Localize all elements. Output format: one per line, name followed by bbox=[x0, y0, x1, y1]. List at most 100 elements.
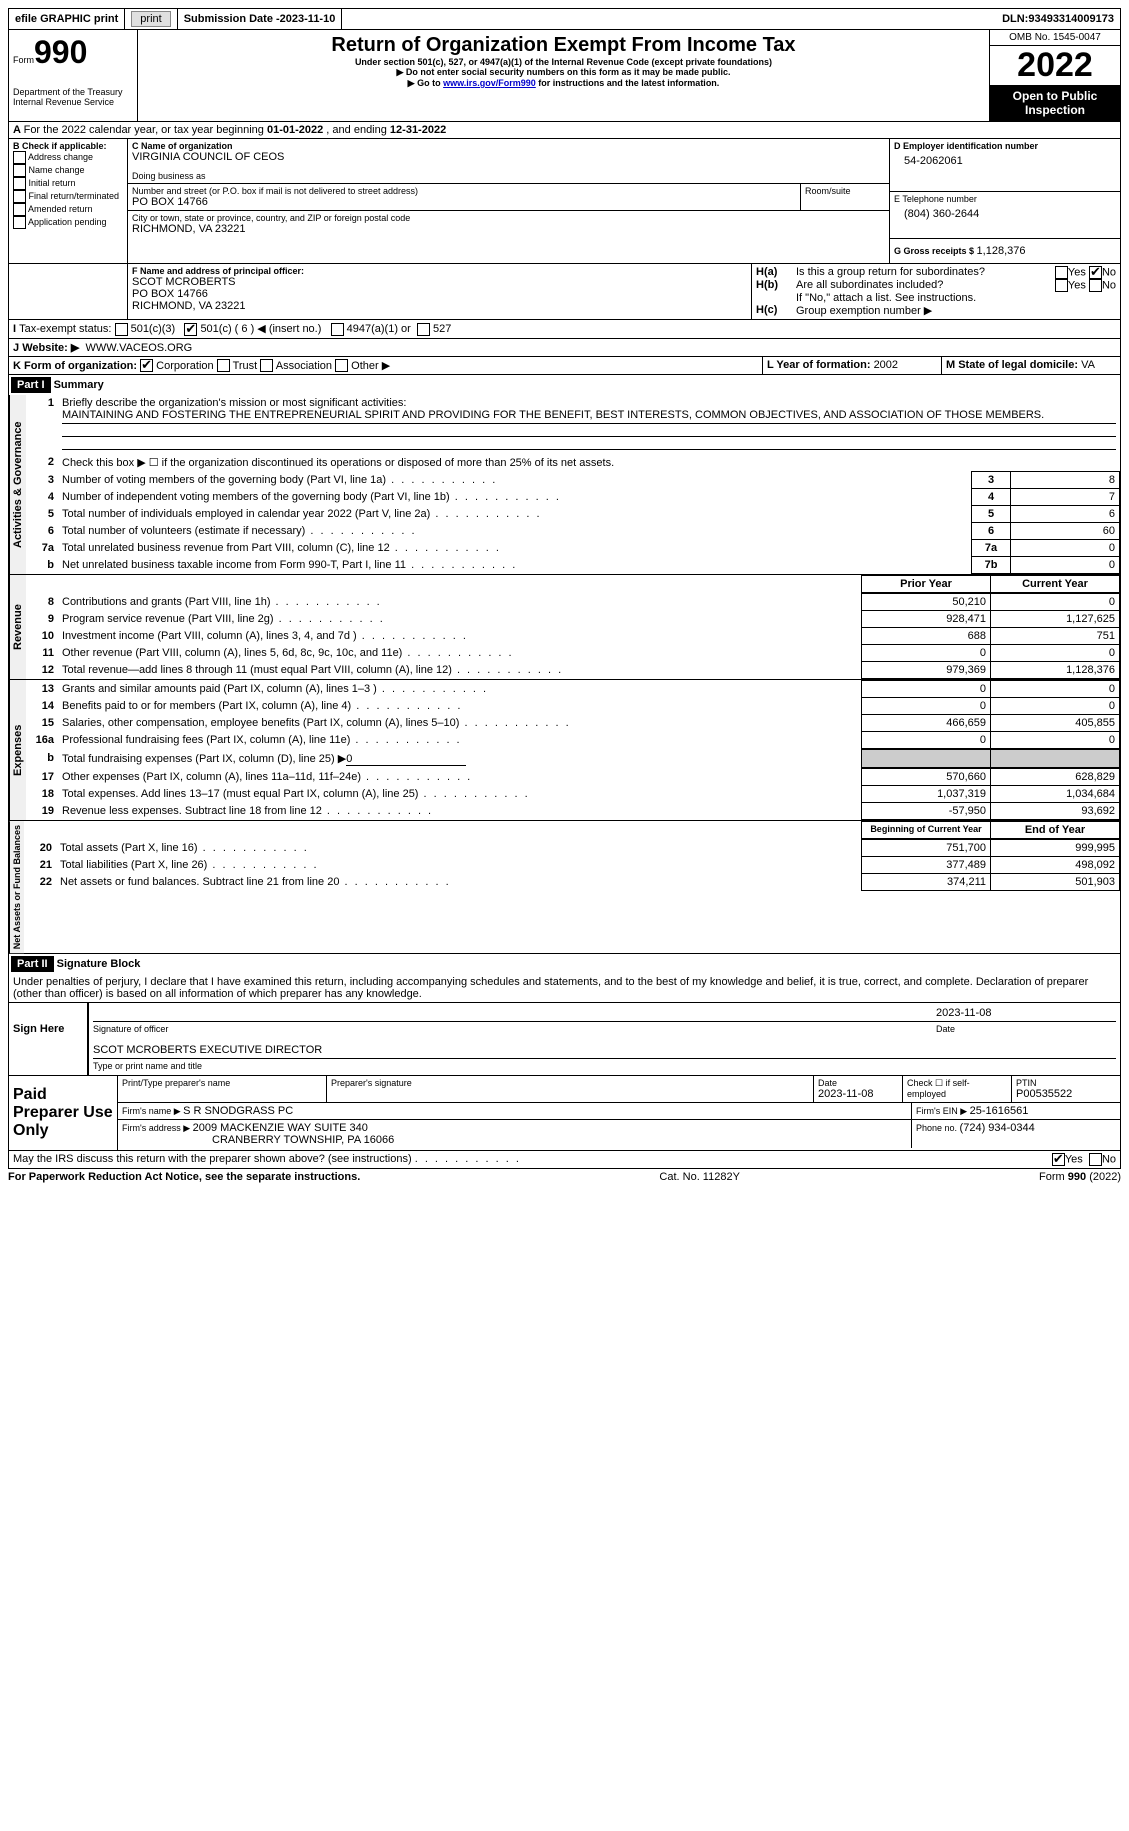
prep-date-label: Date bbox=[818, 1078, 898, 1088]
i-527[interactable] bbox=[417, 323, 430, 336]
org-name: VIRGINIA COUNCIL OF CEOS bbox=[132, 151, 885, 163]
hc-label: Group exemption number ▶ bbox=[796, 304, 932, 317]
b-opt[interactable] bbox=[13, 151, 26, 164]
room-label: Room/suite bbox=[805, 186, 885, 196]
side-ag: Activities & Governance bbox=[9, 395, 26, 574]
form-number: 990 bbox=[34, 34, 87, 70]
print-button[interactable]: print bbox=[131, 11, 170, 27]
ha-no[interactable] bbox=[1089, 266, 1102, 279]
paid-preparer: Paid Preparer Use Only bbox=[9, 1076, 117, 1150]
m-label: M State of legal domicile: bbox=[946, 359, 1081, 371]
discuss-no[interactable] bbox=[1089, 1153, 1102, 1166]
form-header: Form990 Department of the Treasury Inter… bbox=[8, 30, 1121, 122]
sub3-post: for instructions and the latest informat… bbox=[536, 78, 720, 88]
b-spacer bbox=[9, 264, 128, 319]
officer-label: Type or print name and title bbox=[93, 1061, 1116, 1071]
a-pre: For the 2022 calendar year, or tax year … bbox=[24, 124, 267, 136]
dba-label: Doing business as bbox=[132, 171, 885, 181]
b-opt[interactable] bbox=[13, 164, 26, 177]
f-label: F Name and address of principal officer: bbox=[132, 266, 747, 276]
section-h: H(a)Is this a group return for subordina… bbox=[752, 264, 1120, 319]
col-curr: Current Year bbox=[991, 576, 1120, 593]
col-end: End of Year bbox=[991, 822, 1120, 839]
l2-text: Check this box ▶ ☐ if the organization d… bbox=[58, 454, 1120, 471]
discuss-yes[interactable] bbox=[1052, 1153, 1065, 1166]
col-beg: Beginning of Current Year bbox=[862, 822, 991, 839]
b-opt[interactable] bbox=[13, 190, 26, 203]
website: WWW.VACEOS.ORG bbox=[85, 342, 192, 354]
phone: (804) 360-2644 bbox=[894, 204, 1116, 220]
check-self: Check ☐ if self-employed bbox=[907, 1078, 1007, 1099]
officer-addr2: RICHMOND, VA 23221 bbox=[132, 300, 747, 312]
officer-printed: SCOT MCROBERTS EXECUTIVE DIRECTOR bbox=[93, 1044, 1116, 1056]
hb-label: Are all subordinates included? bbox=[796, 279, 1055, 292]
a-begin: 01-01-2022 bbox=[267, 124, 323, 136]
title-box: Return of Organization Exempt From Incom… bbox=[138, 30, 989, 121]
declaration: Under penalties of perjury, I declare th… bbox=[9, 974, 1120, 1002]
col-prior: Prior Year bbox=[862, 576, 991, 593]
efile-label: efile GRAPHIC print bbox=[9, 9, 125, 29]
i-block: I Tax-exempt status: 501(c)(3) 501(c) ( … bbox=[8, 320, 1121, 339]
firm-name: S R SNODGRASS PC bbox=[183, 1105, 293, 1117]
l16b-label: Total fundraising expenses (Part IX, col… bbox=[62, 753, 346, 765]
b-opt[interactable] bbox=[13, 216, 26, 229]
i-4947[interactable] bbox=[331, 323, 344, 336]
prep-sig-label: Preparer's signature bbox=[331, 1078, 809, 1088]
no-label: No bbox=[1102, 266, 1116, 278]
sign-here: Sign Here bbox=[9, 1003, 87, 1075]
c-name-label: C Name of organization bbox=[132, 141, 885, 151]
b-opt[interactable] bbox=[13, 177, 26, 190]
j-block: J Website: ▶ WWW.VACEOS.ORG bbox=[8, 339, 1121, 357]
a-mid: , and ending bbox=[323, 124, 390, 136]
side-rev: Revenue bbox=[9, 575, 26, 679]
irs-link[interactable]: www.irs.gov/Form990 bbox=[443, 78, 536, 88]
part1-header: Part I bbox=[11, 377, 51, 393]
dln: DLN: 93493314009173 bbox=[996, 9, 1120, 29]
entity-block: B Check if applicable: Address change Na… bbox=[8, 139, 1121, 264]
section-deg: D Employer identification number 54-2062… bbox=[890, 139, 1120, 263]
part1: Part I Summary Activities & Governance 1… bbox=[8, 375, 1121, 954]
state-domicile: VA bbox=[1081, 359, 1095, 371]
firm-phone-label: Phone no. bbox=[916, 1123, 960, 1133]
i-501c3[interactable] bbox=[115, 323, 128, 336]
i-501c[interactable] bbox=[184, 323, 197, 336]
yes-label: Yes bbox=[1068, 266, 1086, 278]
side-na: Net Assets or Fund Balances bbox=[9, 821, 24, 953]
hb-yes[interactable] bbox=[1055, 279, 1068, 292]
k-corp[interactable] bbox=[140, 359, 153, 372]
subtitle-3: ▶ Go to www.irs.gov/Form990 for instruct… bbox=[142, 78, 985, 89]
ha-label: Is this a group return for subordinates? bbox=[796, 266, 1055, 279]
submission-date: Submission Date - 2023-11-10 bbox=[178, 9, 343, 29]
ha-yes[interactable] bbox=[1055, 266, 1068, 279]
k-assoc[interactable] bbox=[260, 359, 273, 372]
klm-block: K Form of organization: Corporation Trus… bbox=[8, 357, 1121, 376]
hb-no[interactable] bbox=[1089, 279, 1102, 292]
l16b-val: 0 bbox=[346, 753, 466, 766]
org-address: PO BOX 14766 bbox=[132, 196, 796, 208]
firm-ein: 25-1616561 bbox=[970, 1105, 1029, 1117]
section-c: C Name of organization VIRGINIA COUNCIL … bbox=[128, 139, 890, 263]
b-opt[interactable] bbox=[13, 203, 26, 216]
sub3-pre: ▶ Go to bbox=[408, 78, 443, 88]
k-other[interactable] bbox=[335, 359, 348, 372]
l-label: L Year of formation: bbox=[767, 359, 874, 371]
section-f: F Name and address of principal officer:… bbox=[128, 264, 752, 319]
part2: Part II Signature Block Under penalties … bbox=[8, 954, 1121, 1169]
l1-label: Briefly describe the organization's miss… bbox=[62, 397, 406, 409]
l1-text: MAINTAINING AND FOSTERING THE ENTREPRENE… bbox=[62, 409, 1044, 421]
sig-date: 2023-11-08 bbox=[936, 1007, 1116, 1019]
cat-no: Cat. No. 11282Y bbox=[360, 1171, 1039, 1183]
tax-year: 2022 bbox=[990, 46, 1120, 85]
addr-label: Number and street (or P.O. box if mail i… bbox=[132, 186, 796, 196]
k-trust[interactable] bbox=[217, 359, 230, 372]
gross-receipts: 1,128,376 bbox=[977, 245, 1026, 257]
fh-block: F Name and address of principal officer:… bbox=[8, 264, 1121, 320]
form-title: Return of Organization Exempt From Incom… bbox=[142, 34, 985, 57]
city-label: City or town, state or province, country… bbox=[132, 213, 885, 223]
firm-addr-label: Firm's address ▶ bbox=[122, 1123, 193, 1133]
subtitle-1: Under section 501(c), 527, or 4947(a)(1)… bbox=[142, 57, 985, 67]
firm-addr1: 2009 MACKENZIE WAY SUITE 340 bbox=[193, 1122, 368, 1134]
form-number-box: Form990 Department of the Treasury Inter… bbox=[9, 30, 138, 121]
org-city: RICHMOND, VA 23221 bbox=[132, 223, 885, 235]
officer-addr1: PO BOX 14766 bbox=[132, 288, 747, 300]
